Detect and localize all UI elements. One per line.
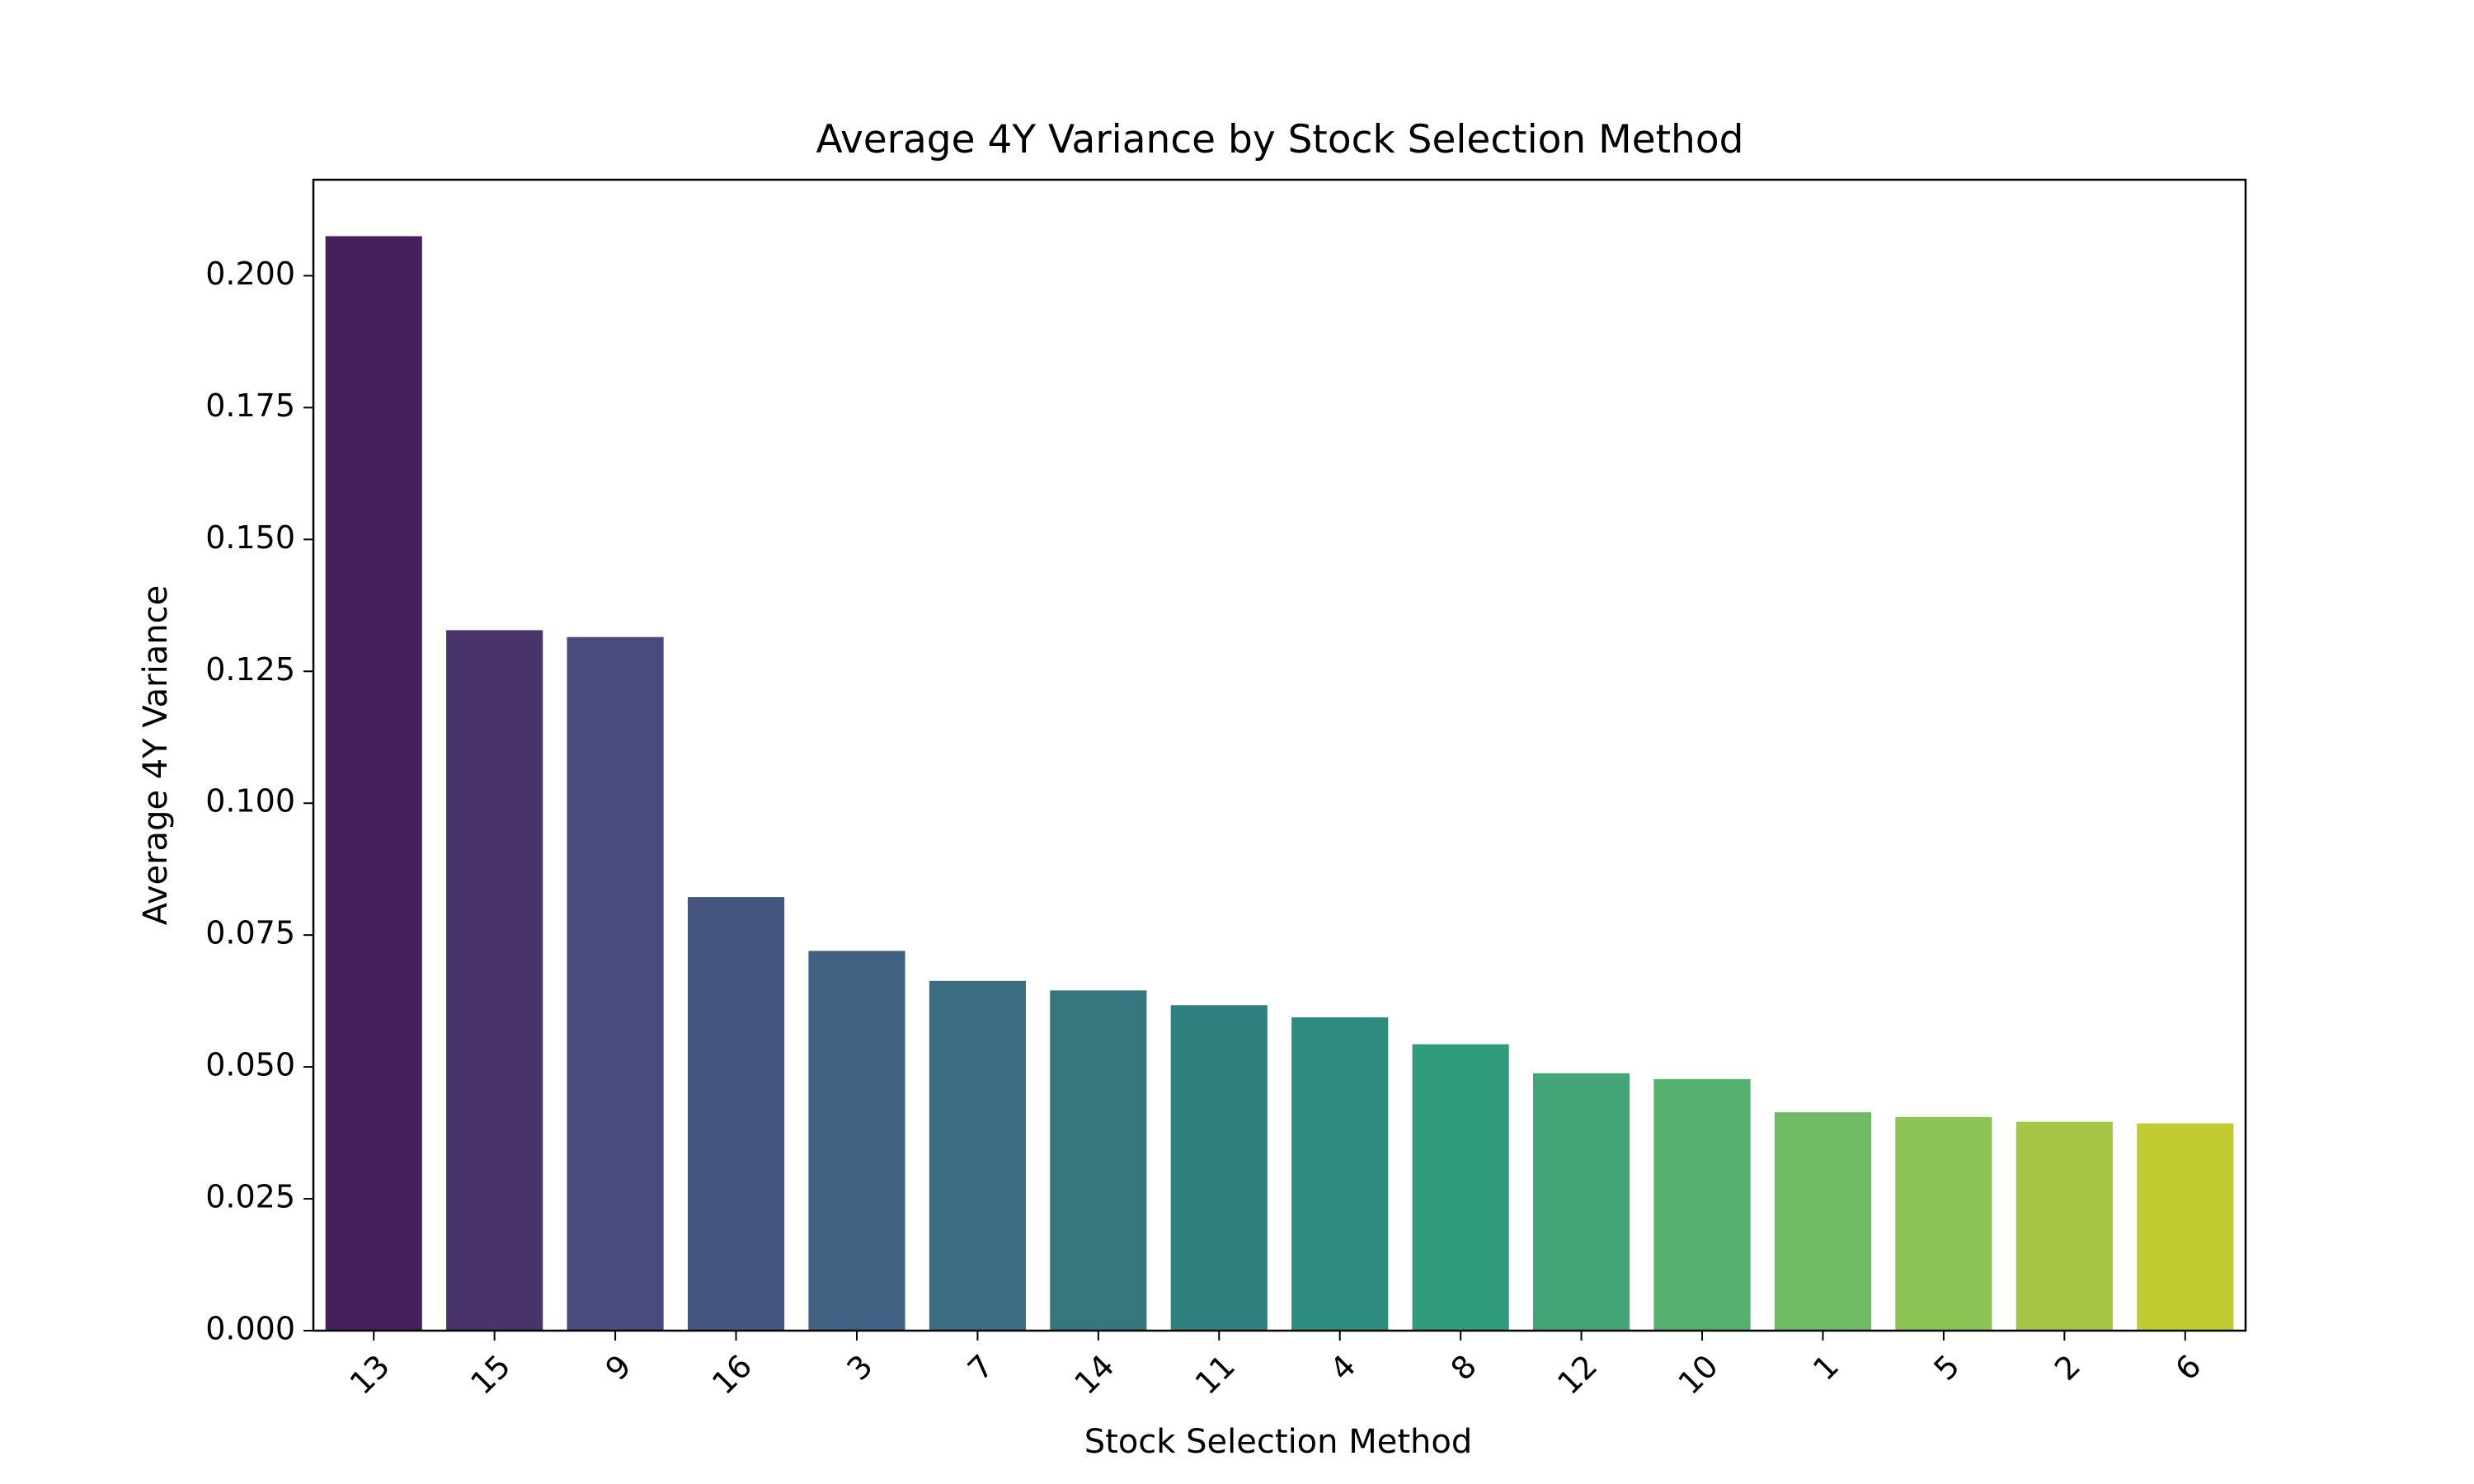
y-axis: 0.000 0.025 0.050 0.075 0.100 0.125 0.150 0.175… [205,256,313,1347]
bar-1 [1774,1112,1872,1331]
bar-11 [1170,1005,1268,1331]
y-axis-label: Average 4Y Variance [137,585,175,925]
plot-frame [312,178,2247,1332]
y-tick-label: 0.175 [205,387,295,424]
y-tick-label: 0.150 [205,519,295,556]
bar-7 [929,980,1026,1331]
bar-2 [2015,1121,2113,1331]
y-tick-label: 0.025 [205,1179,295,1215]
bars-group [325,236,2234,1331]
bar-9 [567,636,664,1331]
y-tick-label: 0.000 [205,1311,295,1347]
bar-15 [446,630,543,1331]
bar-14 [1050,990,1147,1331]
bar-8 [1412,1044,1509,1331]
y-tick-label: 0.050 [205,1047,295,1083]
bar-4 [1291,1017,1389,1331]
bar-5 [1895,1116,1992,1331]
y-tick-label: 0.125 [205,651,295,688]
bar-3 [808,951,905,1331]
chart-title: Average 4Y Variance by Stock Selection M… [816,117,1744,162]
y-tick-label: 0.200 [205,256,295,292]
bar-16 [687,897,785,1331]
bar-10 [1653,1078,1751,1331]
bar-12 [1533,1073,1630,1331]
y-tick-label: 0.100 [205,783,295,819]
bar-6 [2137,1123,2234,1331]
y-tick-label: 0.075 [205,915,295,951]
x-axis-label: Stock Selection Method [1084,1423,1473,1461]
bar-13 [325,236,422,1331]
